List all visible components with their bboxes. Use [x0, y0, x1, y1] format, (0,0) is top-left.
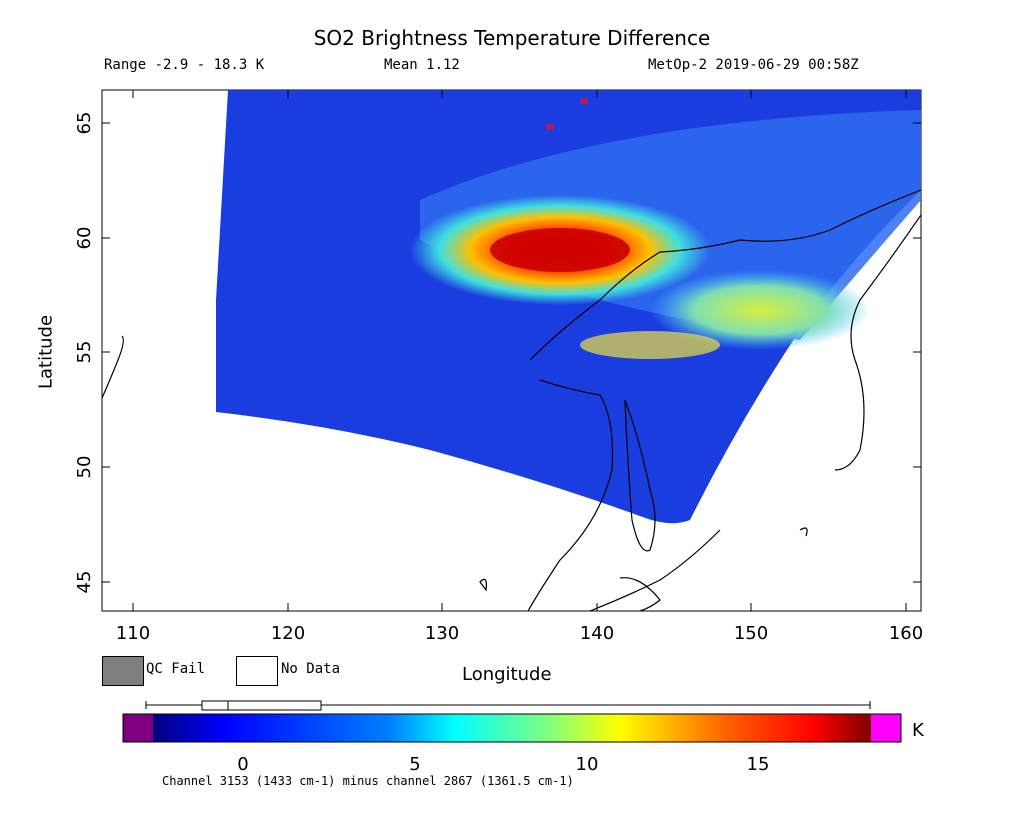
x-tick-label: 130 — [425, 623, 459, 644]
colorbar-tick-label: 15 — [747, 754, 770, 775]
y-tick-label: 50 — [74, 456, 95, 479]
qc-fail-swatch — [102, 656, 144, 686]
distribution-boxplot — [145, 700, 871, 711]
x-axis-ticks — [132, 90, 907, 611]
y-axis-label: Latitude — [35, 314, 57, 390]
colorbar-under — [123, 714, 153, 742]
x-tick-label: 120 — [271, 623, 305, 644]
range-text: Range -2.9 - 18.3 K — [104, 57, 265, 73]
channel-caption: Channel 3153 (1433 cm-1) minus channel 2… — [162, 774, 574, 788]
y-tick-label: 55 — [74, 341, 95, 364]
x-tick-label: 110 — [116, 623, 150, 644]
no-data-swatch — [236, 656, 278, 686]
colorbar-unit: K — [912, 720, 924, 741]
satellite-time-text: MetOp-2 2019-06-29 00:58Z — [648, 57, 859, 73]
colorbar-tick-label: 0 — [237, 754, 248, 775]
y-tick-label: 65 — [74, 112, 95, 135]
colorbar-over — [871, 714, 901, 742]
coastlines — [102, 189, 921, 611]
pixel-hotspot — [546, 124, 554, 130]
y-tick-label: 60 — [74, 227, 95, 250]
colorbar-tick-label: 5 — [409, 754, 420, 775]
pixel-hotspot — [580, 98, 588, 104]
plume-core — [490, 228, 630, 272]
x-axis-label: Longitude — [462, 664, 552, 685]
map-title: SO2 Brightness Temperature Difference — [313, 26, 711, 50]
colorbar-gradient — [153, 714, 871, 742]
colorbar-frame — [122, 713, 902, 743]
x-tick-label: 150 — [734, 623, 768, 644]
colorbar-tick-label: 10 — [576, 754, 599, 775]
x-tick-label: 160 — [889, 623, 923, 644]
no-data-label: No Data — [281, 661, 341, 677]
qc-fail-label: QC Fail — [146, 661, 206, 677]
plume-tail — [650, 270, 870, 350]
x-tick-label: 140 — [580, 623, 614, 644]
y-axis-ticks — [102, 122, 921, 583]
mean-text: Mean 1.12 — [384, 57, 460, 73]
y-tick-label: 45 — [74, 571, 95, 594]
plume-streak — [580, 331, 720, 359]
